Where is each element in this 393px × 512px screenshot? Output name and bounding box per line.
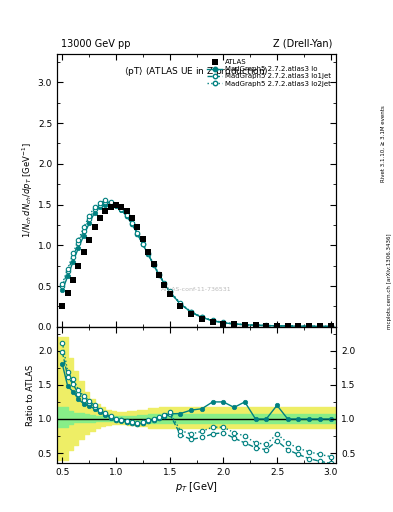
- Point: [209, 318, 216, 326]
- Point: [231, 321, 237, 329]
- Point: [167, 290, 173, 298]
- Point: [199, 314, 205, 323]
- Text: $\langle$pT$\rangle$ (ATLAS UE in Z production): $\langle$pT$\rangle$ (ATLAS UE in Z prod…: [124, 65, 269, 78]
- Point: [134, 223, 141, 231]
- Point: [70, 276, 76, 285]
- Text: Z (Drell-Yan): Z (Drell-Yan): [273, 38, 332, 49]
- Point: [59, 303, 66, 311]
- Point: [263, 322, 270, 330]
- Point: [306, 322, 312, 330]
- Point: [220, 319, 226, 328]
- Text: Rivet 3.1.10, ≥ 3.1M events: Rivet 3.1.10, ≥ 3.1M events: [381, 105, 386, 182]
- Point: [118, 203, 125, 211]
- Point: [86, 236, 92, 244]
- Point: [317, 322, 323, 330]
- Point: [140, 234, 146, 243]
- Point: [145, 248, 151, 256]
- Point: [285, 322, 291, 330]
- Point: [177, 302, 184, 310]
- Point: [242, 321, 248, 329]
- Point: [75, 262, 82, 270]
- Text: ATLAS-conf-11-736531: ATLAS-conf-11-736531: [161, 287, 232, 292]
- Point: [161, 281, 167, 289]
- Point: [274, 322, 280, 330]
- Point: [92, 223, 98, 231]
- Point: [156, 271, 162, 280]
- Legend: ATLAS, MadGraph5 2.7.2.atlas3 lo, MadGraph5 2.7.2.atlas3 lo1jet, MadGraph5 2.7.2: ATLAS, MadGraph5 2.7.2.atlas3 lo, MadGra…: [206, 57, 332, 88]
- Point: [102, 207, 108, 215]
- Point: [327, 323, 334, 331]
- Point: [188, 310, 194, 318]
- Point: [151, 260, 157, 268]
- Point: [108, 203, 114, 211]
- Point: [81, 248, 87, 256]
- Point: [124, 207, 130, 215]
- Point: [113, 201, 119, 209]
- Text: 13000 GeV pp: 13000 GeV pp: [61, 38, 130, 49]
- Point: [252, 321, 259, 329]
- X-axis label: $p_T$ [GeV]: $p_T$ [GeV]: [175, 480, 218, 494]
- Y-axis label: Ratio to ATLAS: Ratio to ATLAS: [26, 365, 35, 425]
- Y-axis label: $1/N_{ch}\,dN_{ch}/dp_T$ [GeV$^{-1}$]: $1/N_{ch}\,dN_{ch}/dp_T$ [GeV$^{-1}$]: [20, 142, 35, 238]
- Point: [129, 214, 135, 222]
- Point: [64, 288, 71, 296]
- Point: [97, 214, 103, 222]
- Point: [295, 322, 301, 330]
- Text: mcplots.cern.ch [arXiv:1306.3436]: mcplots.cern.ch [arXiv:1306.3436]: [387, 234, 392, 329]
